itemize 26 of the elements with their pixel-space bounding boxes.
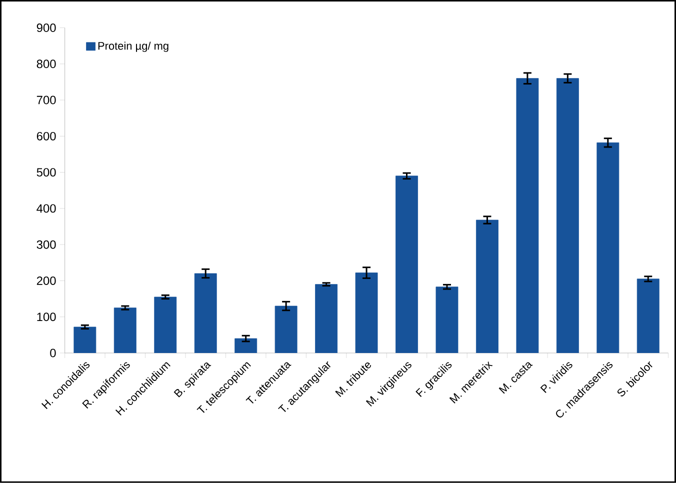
bar	[516, 78, 539, 354]
y-tick-label: 600	[36, 132, 56, 140]
bar	[194, 273, 217, 354]
bar	[556, 78, 579, 354]
bar	[234, 338, 258, 354]
bar	[274, 306, 298, 354]
y-tick-label: 0	[50, 348, 56, 358]
bar	[476, 220, 498, 354]
bar	[636, 278, 660, 354]
legend-label: Protein µg/ mg	[98, 42, 168, 52]
y-tick-label: 800	[36, 60, 56, 68]
y-tick-label: 400	[36, 204, 56, 213]
bar	[355, 272, 378, 354]
y-tick-label: 300	[36, 240, 56, 249]
bar	[114, 308, 136, 354]
bar	[596, 142, 620, 354]
bar	[436, 286, 458, 354]
bar	[396, 176, 418, 354]
y-tick-label: 200	[36, 276, 56, 286]
bar	[74, 326, 96, 354]
bar	[315, 284, 338, 354]
bar	[154, 296, 177, 354]
y-tick-label: 500	[36, 168, 56, 177]
y-tick-label: 900	[36, 24, 56, 32]
y-tick-label: 700	[36, 96, 56, 104]
y-tick-label: 100	[37, 312, 56, 322]
